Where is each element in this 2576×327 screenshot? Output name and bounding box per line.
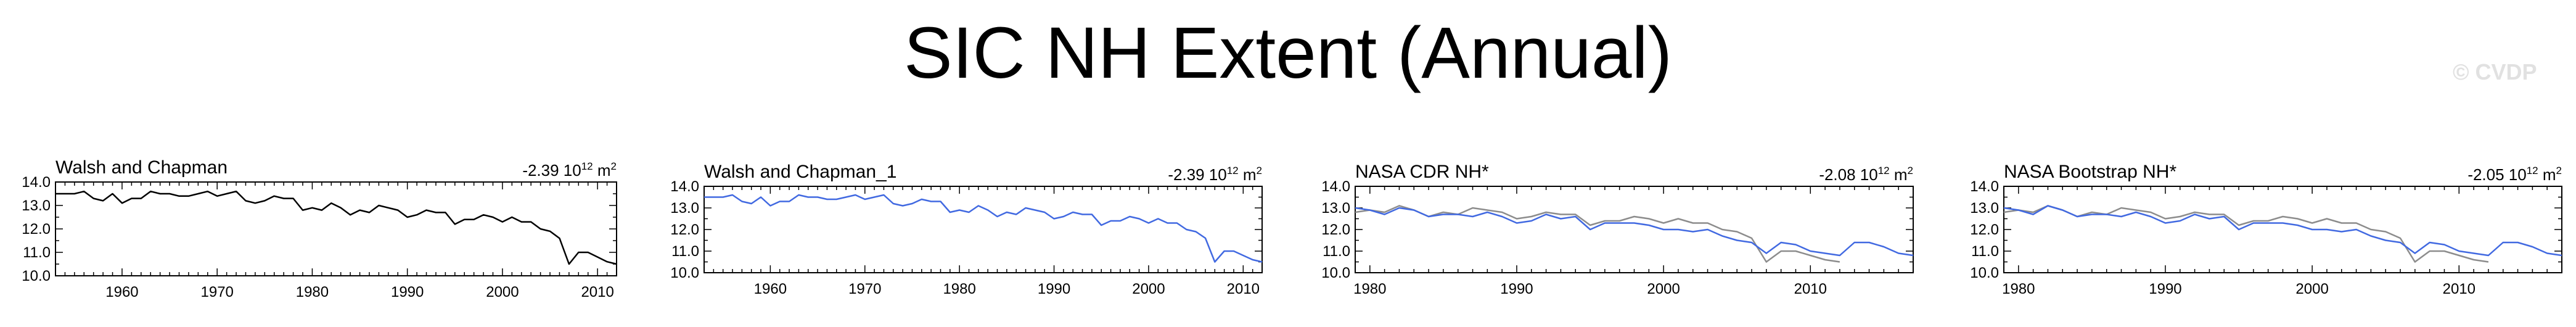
panel-title: Walsh and Chapman	[55, 157, 228, 178]
trend-label: -2.39 1012 m2	[1168, 165, 1262, 184]
y-tick-label: 13.0	[1970, 200, 1999, 217]
y-tick-label: 14.0	[1321, 178, 1350, 195]
series-line	[55, 190, 617, 265]
y-tick-label: 10.0	[670, 265, 699, 281]
x-tick-label: 1980	[943, 281, 975, 297]
y-tick-label: 12.0	[22, 221, 51, 238]
y-tick-label: 12.0	[1970, 221, 1999, 238]
y-tick-label: 11.0	[1971, 243, 1999, 260]
x-tick-label: 1980	[2002, 281, 2035, 297]
x-tick-label: 1980	[1353, 281, 1386, 297]
y-tick-label: 11.0	[23, 244, 51, 261]
x-tick-label: 2010	[1227, 281, 1260, 297]
x-tick-label: 2000	[2295, 281, 2328, 297]
y-tick-label: 12.0	[1321, 221, 1350, 238]
x-tick-label: 2010	[2443, 281, 2476, 297]
x-tick-label: 2010	[1794, 281, 1827, 297]
y-tick-label: 11.0	[1323, 243, 1350, 260]
x-tick-label: 2000	[1647, 281, 1680, 297]
y-tick-label: 13.0	[670, 200, 699, 217]
y-tick-label: 10.0	[1321, 265, 1350, 281]
x-tick-label: 1970	[848, 281, 881, 297]
y-tick-label: 14.0	[1970, 178, 1999, 195]
series-line	[1355, 205, 1840, 263]
watermark: © CVDP	[2453, 59, 2537, 85]
x-tick-label: 1990	[391, 284, 424, 300]
main-title: SIC NH Extent (Annual)	[903, 12, 1673, 94]
plot-frame	[55, 181, 617, 276]
x-tick-label: 1990	[1500, 281, 1533, 297]
panel-title: NASA Bootstrap NH*	[2004, 162, 2176, 182]
trend-label: -2.05 1012 m2	[2467, 165, 2562, 184]
x-tick-label: 1990	[1038, 281, 1070, 297]
y-tick-label: 10.0	[1970, 265, 1999, 281]
panel-title: NASA CDR NH*	[1355, 162, 1489, 182]
y-tick-label: 13.0	[22, 197, 51, 214]
x-tick-label: 1960	[754, 281, 787, 297]
x-tick-label: 1960	[105, 284, 138, 300]
series-line	[1355, 207, 1914, 257]
plot-frame	[703, 186, 1263, 273]
panel-title: Walsh and Chapman_1	[704, 162, 896, 182]
trend-label: -2.39 1012 m2	[522, 160, 617, 180]
series-line	[2003, 205, 2489, 263]
x-tick-label: 1970	[201, 284, 234, 300]
y-tick-label: 11.0	[671, 243, 699, 260]
x-tick-label: 2010	[581, 284, 613, 300]
y-tick-label: 12.0	[670, 221, 699, 238]
series-line	[704, 194, 1263, 263]
trend-label: -2.08 1012 m2	[1819, 165, 1913, 184]
y-tick-label: 14.0	[670, 178, 699, 195]
series-line	[2003, 205, 2562, 257]
x-tick-label: 1980	[296, 284, 329, 300]
x-tick-label: 1990	[2149, 281, 2181, 297]
x-tick-label: 2000	[486, 284, 519, 300]
y-tick-label: 13.0	[1321, 200, 1350, 217]
x-tick-label: 2000	[1132, 281, 1165, 297]
y-tick-label: 10.0	[22, 268, 51, 284]
y-tick-label: 14.0	[22, 174, 51, 191]
